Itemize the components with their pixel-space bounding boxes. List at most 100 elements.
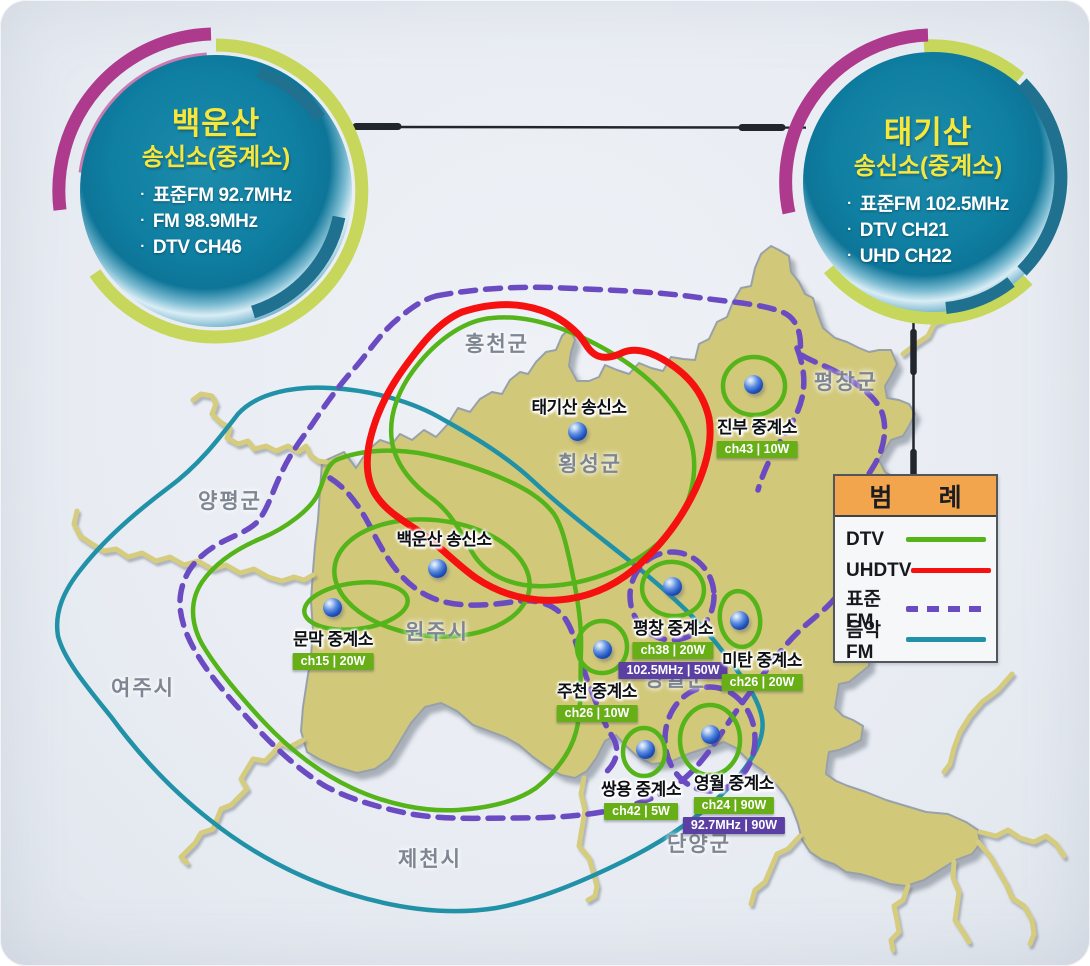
- transmitter-badge-right: 태기산 송신소(중계소) · 표준FM 102.5MHz · DTV CH21 · UHD…: [796, 116, 1060, 270]
- dtv-ring-jinbu: [720, 354, 788, 418]
- station-badge-green: ch38 | 20W: [632, 642, 714, 659]
- station-badge-green: ch15 | 20W: [292, 653, 374, 670]
- transmitter-circle-left: [52, 27, 369, 344]
- dtv-ring-pyeongchang: [639, 559, 707, 619]
- transmitter-info-list: · 표준FM 92.7MHz · FM 98.9MHz · DTV CH46: [140, 183, 292, 261]
- legend-row: 음악FM: [835, 620, 996, 663]
- station-badge-purple: 92.7MHz | 90W: [682, 817, 786, 834]
- station-label: 태기산 송신소: [531, 398, 627, 418]
- transmitter-info-item: · DTV CH21: [847, 218, 1009, 244]
- station-marker: [567, 421, 587, 441]
- dtv-ring-ssangyong: [620, 725, 668, 779]
- coverage-dtv: [190, 315, 788, 813]
- region-label: 제천시: [398, 848, 462, 871]
- region-label: 여주시: [111, 677, 175, 700]
- legend-label: 표준FM: [846, 589, 881, 632]
- arc-darkteal-right: [1017, 78, 1068, 276]
- dtv-ring-yeongwol: [677, 702, 743, 778]
- station-badge-purple: 102.5MHz | 50W: [618, 662, 728, 679]
- legend-line-swatch: [911, 568, 992, 573]
- arc-darkteal-br: [250, 215, 346, 319]
- river-southeast-d: [748, 833, 803, 907]
- river-southeast-c: [888, 883, 911, 953]
- connector-lines: [349, 123, 917, 480]
- river-east: [977, 827, 1067, 859]
- arc-magenta: [779, 28, 929, 215]
- station-badge-green: ch24 | 90W: [693, 797, 775, 814]
- arc-magenta: [52, 27, 212, 211]
- station-marker: [592, 639, 612, 659]
- bullet-icon: ·: [140, 186, 145, 203]
- river-southeast-a: [975, 839, 1037, 947]
- legend-row: 표준FM: [835, 589, 996, 632]
- legend-box: 범 례 DTV UHDTV 표준FM 음악FM: [833, 474, 998, 663]
- transmitter-circle-right: [779, 28, 1068, 325]
- transmitter-info-item: · FM 98.9MHz: [140, 209, 292, 235]
- river-west: [71, 508, 316, 584]
- station-marker: [729, 610, 749, 630]
- station-name: 백운산 송신소: [396, 530, 492, 549]
- station-label: 쌍용 중계소 ch42 | 5W: [601, 780, 681, 820]
- legend-label: UHDTV: [846, 559, 912, 581]
- station-marker: [635, 739, 655, 759]
- station-label: 진부 중계소 ch43 | 10W: [716, 418, 798, 458]
- transmitter-name: 태기산: [883, 115, 973, 150]
- region-label: 횡성군: [558, 453, 622, 476]
- fm-ring-yeongwol: [662, 684, 758, 794]
- fm-jinbu-segment: [755, 345, 807, 493]
- legend-title: 범 례: [835, 476, 996, 517]
- station-label: 미탄 중계소 ch26 | 20W: [721, 651, 802, 691]
- region-label: 단양군: [667, 833, 731, 856]
- coverage-uhdtv: [363, 301, 714, 604]
- coverage-music-fm: [54, 385, 765, 914]
- river-east-2: [941, 671, 1015, 775]
- transmitter-info-item: · DTV CH46: [140, 235, 292, 261]
- connector-horizontal: [349, 125, 807, 129]
- arc-yellowgreen-a: [923, 39, 1025, 84]
- river-south: [576, 775, 600, 903]
- station-name: 영월 중계소: [694, 774, 774, 793]
- legend-label: 음악FM: [846, 620, 881, 663]
- river-northwest: [190, 391, 329, 465]
- station-marker: [322, 597, 342, 617]
- transmitter-badge-left: 백운산 송신소(중계소) · 표준FM 92.7MHz · FM 98.9MHz · DT…: [84, 107, 348, 261]
- station-label: 문막 중계소 ch15 | 20W: [292, 630, 374, 670]
- legend-line-swatch: [906, 605, 986, 612]
- legend-line-swatch: [906, 537, 986, 542]
- arc-yellowgreen: [89, 38, 369, 344]
- station-marker: [700, 724, 720, 744]
- station-label: 백운산 송신소: [396, 530, 492, 550]
- dtv-ring-munmak: [302, 580, 410, 632]
- river-southeast-b: [950, 859, 972, 945]
- station-badge-green: ch43 | 10W: [716, 441, 798, 458]
- transmitter-info-item: · UHD CH22: [847, 244, 1009, 270]
- fm-ring-pyeongchang: [627, 549, 717, 643]
- dtv-ring-mitan: [717, 588, 763, 650]
- station-marker: [743, 374, 763, 394]
- station-label: 평창 중계소 ch38 | 20W 102.5MHz | 50W: [618, 619, 728, 679]
- station-label: 주천 중계소 ch26 | 10W: [556, 682, 638, 722]
- bullet-icon: ·: [140, 238, 145, 255]
- station-name: 태기산 송신소: [531, 398, 627, 417]
- station-name: 주천 중계소: [557, 682, 637, 701]
- station-label: 영월 중계소 ch24 | 90W 92.7MHz | 90W: [682, 774, 786, 834]
- river-southwest: [178, 737, 306, 866]
- station-badge-green: ch42 | 5W: [604, 803, 678, 820]
- legend-line-swatch: [906, 637, 986, 642]
- transmitter-type: 송신소(중계소): [141, 144, 291, 171]
- dtv-ring-baegunsan: [332, 517, 532, 639]
- station-name: 문막 중계소: [293, 630, 373, 649]
- dtv-baegunsan-big: [190, 448, 584, 813]
- station-marker: [662, 576, 682, 596]
- transmitter-info-list: · 표준FM 102.5MHz · DTV CH21 · UHD CH22: [847, 192, 1009, 270]
- bullet-icon: ·: [847, 247, 852, 264]
- station-name: 평창 중계소: [633, 619, 713, 638]
- station-badge-green: ch26 | 10W: [556, 705, 638, 722]
- transmitter-info-item: · 표준FM 92.7MHz: [140, 183, 292, 209]
- station-name: 쌍용 중계소: [601, 780, 681, 799]
- region-label: 원주시: [405, 621, 469, 644]
- region-label: 평창군: [814, 371, 878, 394]
- bullet-icon: ·: [847, 195, 852, 212]
